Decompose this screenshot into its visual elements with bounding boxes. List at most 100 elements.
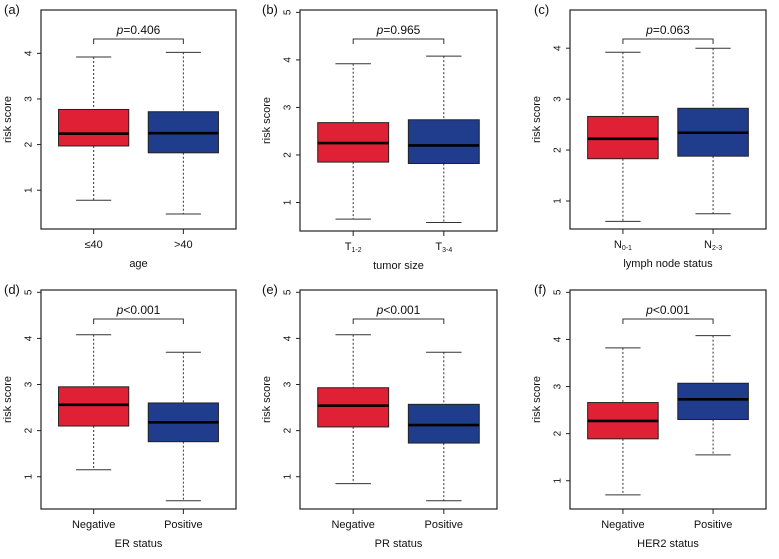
box-2: [407, 351, 480, 502]
p-value-text: <0.001: [653, 303, 690, 317]
panel-label: (f): [534, 282, 546, 297]
x-category-label: Positive: [425, 519, 464, 531]
box-iqr: [58, 108, 130, 147]
p-symbol: p: [645, 303, 653, 317]
y-tick-label: 3: [24, 381, 35, 387]
y-axis-label: risk score: [531, 376, 543, 423]
panel-label: (e): [262, 282, 278, 297]
p-value-text: <0.001: [123, 303, 160, 317]
panel-d: (d) risk score 1 2 3 4 5 Negative Positive p<0.00…: [2, 282, 237, 550]
y-tick-label: 3: [283, 104, 294, 110]
box-iqr: [407, 403, 480, 444]
y-tick-label: 4: [553, 45, 564, 51]
p-symbol: p: [645, 23, 653, 37]
y-tick-label: 4: [283, 335, 294, 341]
y-tick-label: 3: [24, 96, 35, 102]
p-value-text: =0.965: [383, 23, 420, 37]
x-category-label: N0-1: [614, 239, 632, 252]
y-tick-label: 5: [24, 289, 35, 295]
box-1: [317, 63, 390, 220]
y-axis-label: risk score: [2, 96, 14, 143]
y-tick-label: 3: [553, 96, 564, 102]
plot-frame: [569, 9, 767, 230]
x-category-label: ≤40: [85, 239, 103, 251]
y-tick-label: 2: [24, 141, 35, 147]
panel-f: (f) risk score 1 2 3 4 5 Negative Positive p<0.00…: [531, 282, 767, 550]
category-subscript: 0-1: [622, 245, 632, 252]
panel-e: (e) risk score 1 2 3 4 5 Negative Positive p<0.00…: [261, 282, 498, 550]
p-value-text: =0.063: [653, 23, 690, 37]
p-value-text: =0.406: [123, 23, 160, 37]
significance-bracket: [622, 38, 714, 44]
y-axis-label: risk score: [2, 376, 14, 423]
category-text: >40: [174, 239, 193, 251]
y-tick-label: 4: [283, 57, 294, 63]
y-tick-label: 2: [283, 152, 294, 158]
box-1: [58, 334, 130, 471]
y-tick-label: 5: [553, 289, 564, 295]
significance-bracket: [622, 318, 714, 324]
significance-bracket: [93, 38, 184, 44]
box-2: [147, 51, 219, 215]
plot-frame: [299, 289, 498, 510]
plot-frame: [40, 9, 237, 230]
y-tick-label: 2: [553, 147, 564, 153]
x-category-label: Positive: [694, 519, 733, 531]
panel-label: (d): [4, 282, 20, 297]
box-iqr: [58, 386, 130, 427]
p-value-label: p<0.001: [645, 303, 690, 317]
y-axis-label: risk score: [261, 97, 273, 144]
box-2: [677, 47, 749, 215]
category-text: ≤40: [85, 239, 103, 251]
box-2: [147, 351, 219, 502]
y-tick-label: 4: [553, 336, 564, 342]
x-axis-label: HER2 status: [637, 538, 699, 550]
y-tick-label: 2: [24, 427, 35, 433]
panel-label: (c): [534, 2, 549, 17]
x-axis-label: tumor size: [373, 260, 424, 272]
p-symbol: p: [116, 303, 124, 317]
y-tick-label: 2: [553, 430, 564, 436]
x-axis-label: PR status: [375, 538, 423, 550]
p-value-label: p=0.063: [645, 23, 690, 37]
category-text: Negative: [331, 519, 374, 531]
significance-bracket: [93, 318, 184, 324]
p-value-text: <0.001: [383, 303, 420, 317]
box-1: [587, 347, 659, 496]
x-axis-label: lymph node status: [623, 258, 713, 270]
box-iqr: [407, 119, 480, 165]
y-tick-label: 1: [283, 474, 294, 480]
plot-frame: [569, 289, 767, 510]
category-text: Positive: [164, 519, 203, 531]
panel-a: (a) risk score 1 2 3 4 ≤40 >40 p=0.406 age: [2, 2, 237, 270]
p-symbol: p: [376, 303, 384, 317]
y-axis-label: risk score: [531, 96, 543, 143]
plot-frame: [40, 289, 237, 510]
category-text: Positive: [425, 519, 464, 531]
y-tick-label: 3: [553, 383, 564, 389]
p-value-label: p=0.406: [116, 23, 161, 37]
significance-bracket: [352, 318, 445, 324]
category-text: N: [614, 239, 622, 251]
category-text: Negative: [601, 519, 644, 531]
y-tick-label: 1: [24, 474, 35, 480]
category-subscript: 3-4: [442, 247, 452, 254]
p-value-label: p=0.965: [376, 23, 421, 37]
p-symbol: p: [116, 23, 124, 37]
x-category-label: Negative: [72, 519, 115, 531]
y-tick-label: 5: [283, 289, 294, 295]
x-axis-label: age: [129, 258, 147, 270]
box-1: [587, 51, 659, 222]
y-tick-label: 5: [283, 9, 294, 15]
panel-label: (a): [4, 2, 20, 17]
category-subscript: 1-2: [351, 247, 361, 254]
box-1: [58, 56, 130, 201]
box-iqr: [317, 387, 390, 428]
p-symbol: p: [376, 23, 384, 37]
x-category-label: Positive: [164, 519, 203, 531]
box-2: [677, 335, 749, 456]
category-text: T: [435, 241, 442, 253]
category-text: N: [704, 239, 712, 251]
